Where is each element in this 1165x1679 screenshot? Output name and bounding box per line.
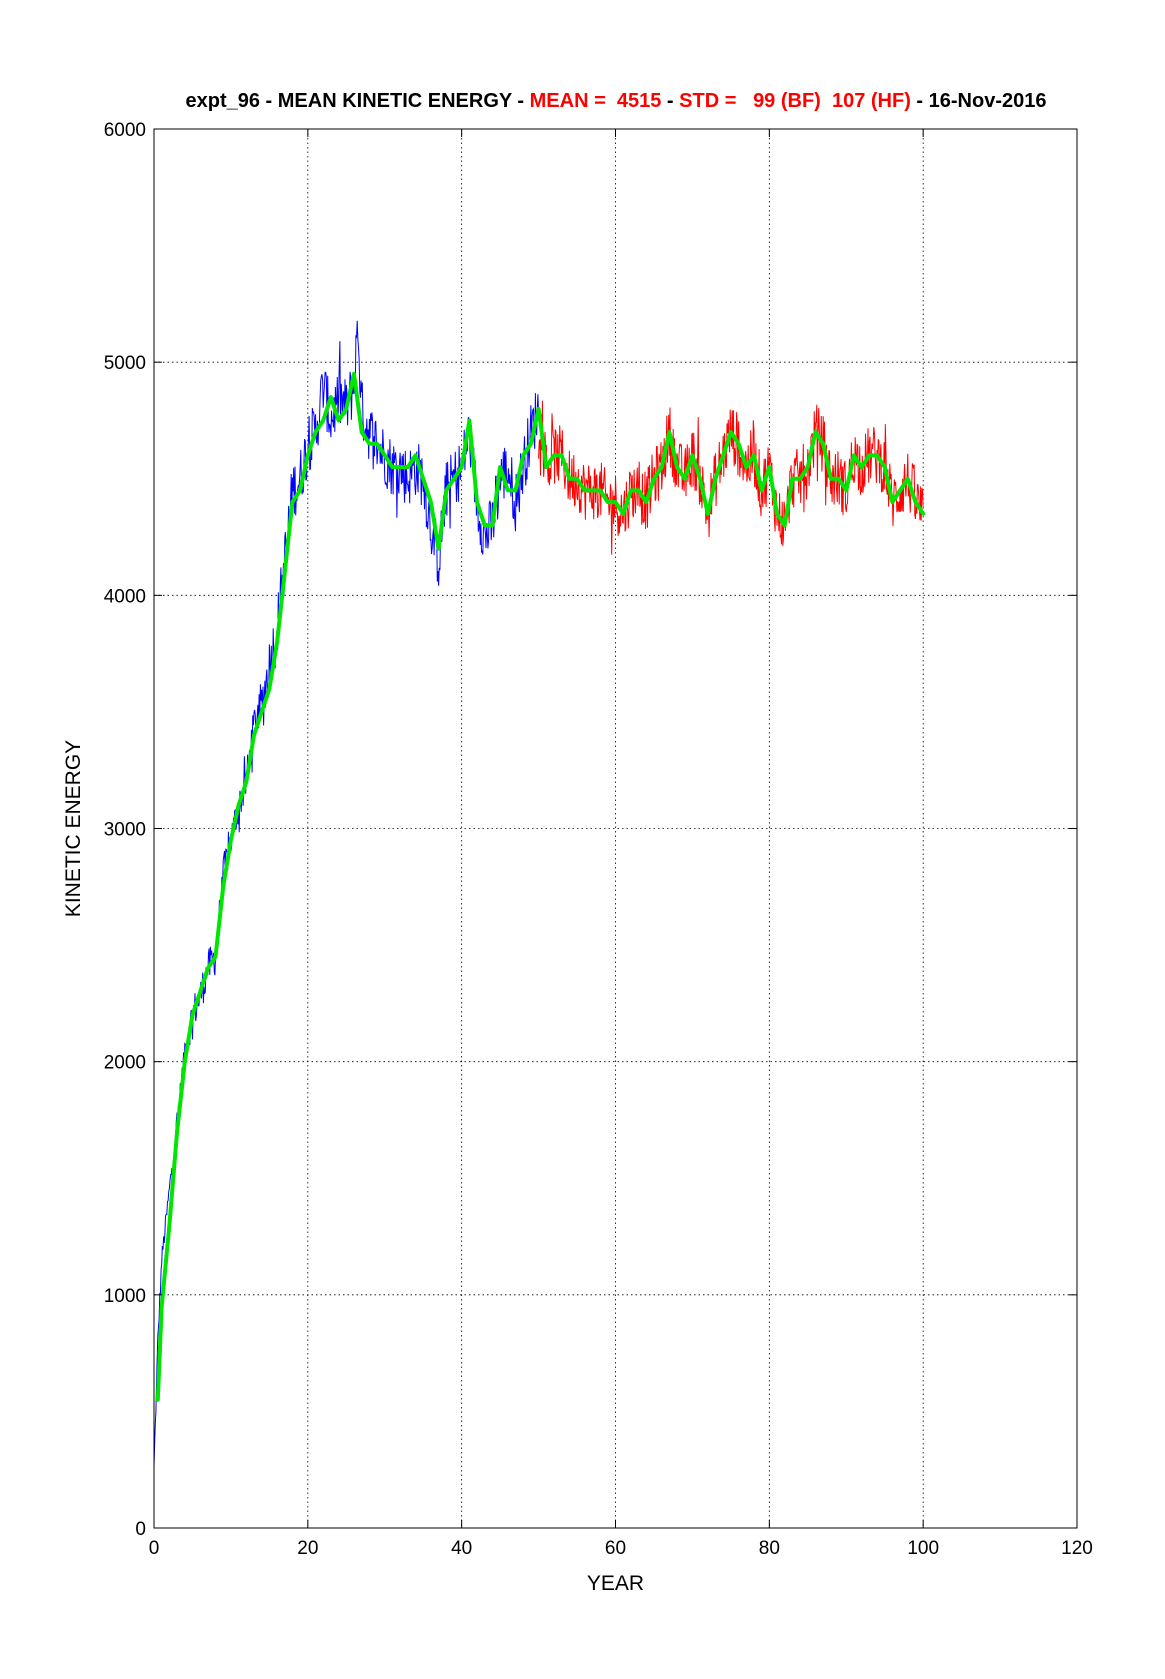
y-tick-label: 6000	[104, 120, 146, 141]
series-line-smoothed	[155, 371, 926, 1402]
y-axis-label: KINETIC ENERGY	[62, 740, 85, 917]
series-line-2	[538, 400, 924, 555]
grid	[154, 129, 1077, 1528]
title-part: expt_96 - MEAN KINETIC ENERGY -	[186, 90, 530, 112]
y-tick-label: 1000	[104, 1286, 146, 1307]
y-tick-label: 0	[135, 1519, 146, 1540]
y-tick-label: 2000	[104, 1053, 146, 1074]
series-line-1	[153, 320, 540, 1467]
x-tick-label: 100	[907, 1538, 939, 1559]
x-tick-label: 80	[759, 1538, 780, 1559]
y-tick-label: 3000	[104, 820, 146, 841]
y-tick-label: 5000	[104, 353, 146, 374]
x-tick-label: 60	[605, 1538, 626, 1559]
y-tick-label: 4000	[104, 586, 146, 607]
tick-layer: 0 20 40 60 80 100 120 0 1000 2000 3000 4000 5000 6000	[104, 120, 1093, 1559]
x-tick-label: 120	[1061, 1538, 1093, 1559]
x-tick-label: 20	[297, 1538, 318, 1559]
series-layer	[153, 320, 926, 1467]
x-tick-label: 0	[149, 1538, 160, 1559]
title-part: - 16-Nov-2016	[911, 90, 1047, 112]
title-part: -	[661, 90, 679, 112]
x-axis-label: YEAR	[587, 1572, 644, 1595]
title-part: STD = 99 (BF) 107 (HF)	[679, 90, 911, 112]
title-part: MEAN = 4515	[530, 90, 662, 112]
x-tick-label: 40	[451, 1538, 472, 1559]
chart-title: expt_96 - MEAN KINETIC ENERGY - MEAN = 4…	[186, 90, 1047, 112]
